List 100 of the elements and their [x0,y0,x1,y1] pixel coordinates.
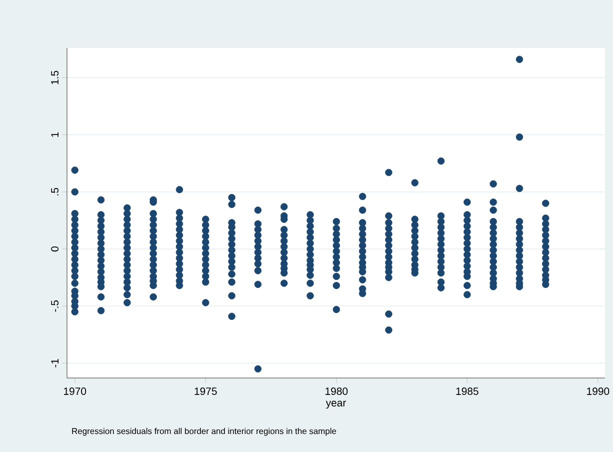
point [124,284,131,292]
point [150,227,157,234]
point [71,308,78,316]
x-axis-title: year [326,400,346,409]
point [464,240,471,247]
point [71,256,78,263]
point [411,256,418,263]
point [176,214,184,222]
point [150,267,157,274]
point [124,291,131,298]
point [464,282,471,290]
point [542,243,550,250]
point [411,216,418,223]
point [228,270,236,278]
point [254,365,262,372]
point [97,268,105,276]
point [97,196,105,204]
point [306,211,314,218]
x-tick-label: 1985 [456,388,478,395]
point [437,235,445,242]
point [254,267,262,274]
point [176,243,184,250]
point [490,180,497,188]
y-tick-label: 1.5 [51,70,58,84]
point [202,216,210,223]
point [411,179,418,186]
point [490,235,497,242]
point [97,283,105,290]
point [464,211,471,218]
point [358,276,366,284]
point [202,256,210,263]
point [71,272,78,280]
point [150,293,157,301]
point [437,224,445,231]
point [385,268,392,276]
point [464,198,471,206]
point [97,240,105,247]
point [490,224,497,231]
point [71,292,78,300]
point [332,272,340,280]
point [280,203,288,210]
point [385,248,392,255]
x-tick-label: 1980 [326,388,348,395]
y-tick-label: .5 [51,188,58,196]
point [385,274,392,282]
point [332,264,340,272]
point [71,166,78,174]
point [464,291,471,298]
point [437,269,445,277]
point [228,278,236,286]
x-tick-label: 1975 [194,388,217,395]
x-tick-label: 1970 [64,388,86,395]
point [254,206,262,214]
point [411,227,418,234]
point [228,292,236,300]
point [228,224,236,231]
point [332,259,340,266]
point [385,212,392,220]
point [97,251,105,258]
point [176,232,184,239]
point [254,280,262,288]
point [385,326,392,334]
point [332,218,340,226]
point [71,188,78,196]
point [306,280,314,287]
point [124,256,131,263]
x-tick-label: 1990 [587,388,610,395]
point [385,310,392,318]
point [516,235,524,242]
point [306,240,314,247]
y-tick-label: 0 [51,246,58,252]
point [254,260,262,268]
point [332,282,340,290]
text: Regression sesiduals from all border and interior regions in the sample [72,428,336,436]
point [542,200,550,207]
point [437,157,445,165]
point [202,278,210,286]
point [124,227,131,234]
point [176,272,184,279]
point [385,219,392,226]
point [202,267,210,274]
point [358,206,366,214]
point [124,267,131,274]
point [71,267,78,274]
point [124,216,131,223]
point [202,299,210,306]
point [516,224,524,231]
point [490,264,497,271]
y-tick-label: -1 [51,359,58,368]
point [542,232,550,239]
point [490,198,497,206]
point [464,251,471,258]
point [150,256,157,263]
point [516,184,524,192]
point [202,227,210,234]
point [97,222,105,230]
point [71,280,78,287]
point [385,168,392,176]
point [280,243,288,250]
point [306,272,314,279]
